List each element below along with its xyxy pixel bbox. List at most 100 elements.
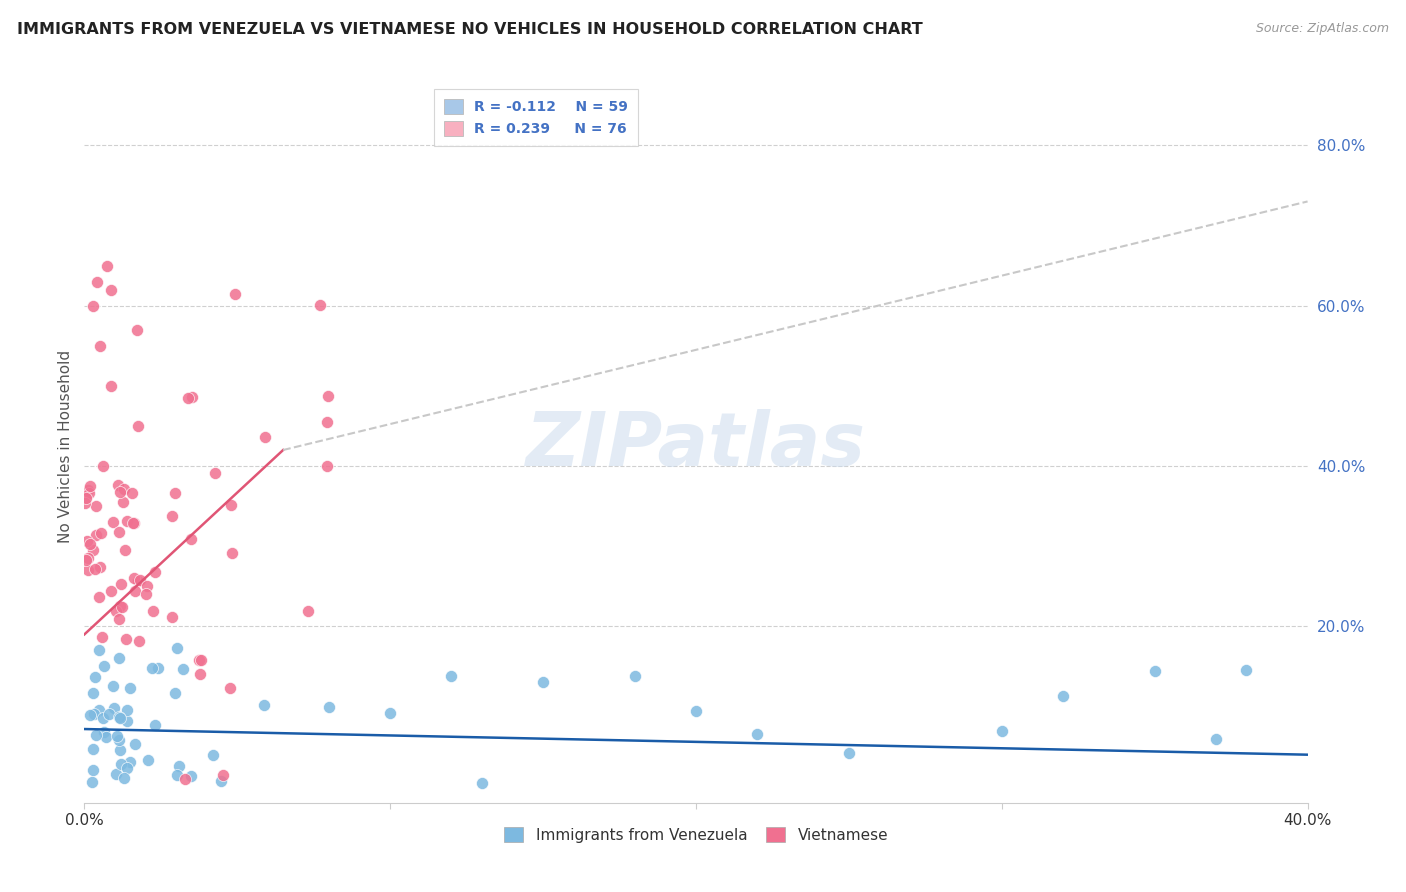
Point: [79, 486, 101, 500]
Point: [218, 681, 240, 696]
Point: [118, 756, 141, 770]
Point: [143, 565, 166, 579]
Point: [115, 714, 138, 728]
Point: [181, 390, 204, 404]
Point: [160, 508, 183, 523]
Point: [172, 662, 194, 676]
Point: [143, 718, 166, 732]
Point: [110, 577, 132, 591]
Text: Source: ZipAtlas.com: Source: ZipAtlas.com: [1256, 22, 1389, 36]
Point: [1205, 732, 1227, 747]
Point: [122, 571, 145, 585]
Point: [79, 708, 101, 723]
Point: [82, 742, 104, 756]
Point: [93, 725, 115, 739]
Point: [77, 551, 100, 566]
Point: [80, 775, 103, 789]
Point: [107, 612, 129, 626]
Point: [165, 485, 187, 500]
Point: [141, 661, 163, 675]
Point: [160, 609, 183, 624]
Point: [107, 478, 129, 492]
Point: [1052, 690, 1074, 704]
Point: [103, 701, 125, 715]
Point: [105, 729, 128, 743]
Point: [187, 653, 209, 667]
Text: ZIPatlas: ZIPatlas: [526, 409, 866, 483]
Point: [316, 389, 339, 403]
Point: [108, 651, 131, 665]
Y-axis label: No Vehicles in Household: No Vehicles in Household: [58, 350, 73, 542]
Point: [79, 537, 101, 551]
Point: [201, 747, 224, 762]
Point: [108, 524, 131, 539]
Point: [127, 419, 149, 434]
Point: [93, 659, 115, 673]
Point: [91, 458, 114, 473]
Point: [219, 498, 242, 512]
Point: [1236, 664, 1258, 678]
Point: [318, 699, 340, 714]
Point: [76, 563, 98, 577]
Point: [111, 495, 134, 509]
Point: [297, 604, 319, 618]
Point: [1143, 665, 1166, 679]
Point: [190, 653, 212, 667]
Point: [188, 667, 211, 681]
Point: [110, 757, 132, 772]
Point: [166, 768, 188, 782]
Point: [100, 583, 122, 598]
Point: [84, 527, 107, 541]
Point: [122, 516, 145, 530]
Point: [136, 579, 159, 593]
Point: [101, 516, 124, 530]
Legend: Immigrants from Venezuela, Vietnamese: Immigrants from Venezuela, Vietnamese: [498, 821, 894, 848]
Point: [83, 670, 105, 684]
Point: [112, 771, 135, 785]
Point: [114, 543, 136, 558]
Point: [254, 430, 277, 444]
Point: [308, 298, 330, 312]
Point: [124, 584, 146, 599]
Point: [124, 737, 146, 751]
Point: [75, 496, 97, 510]
Point: [86, 275, 108, 289]
Point: [101, 679, 124, 693]
Point: [76, 533, 98, 548]
Point: [129, 574, 152, 588]
Point: [316, 415, 339, 429]
Point: [221, 546, 243, 560]
Point: [83, 562, 105, 576]
Point: [89, 339, 111, 353]
Point: [108, 710, 131, 724]
Point: [108, 733, 131, 747]
Point: [111, 600, 134, 615]
Point: [167, 759, 190, 773]
Point: [89, 703, 111, 717]
Point: [82, 686, 104, 700]
Point: [136, 753, 159, 767]
Point: [96, 259, 118, 273]
Point: [79, 479, 101, 493]
Point: [115, 702, 138, 716]
Point: [75, 553, 97, 567]
Point: [89, 643, 111, 657]
Point: [94, 731, 117, 745]
Point: [209, 773, 232, 788]
Point: [90, 525, 112, 540]
Point: [204, 466, 226, 480]
Point: [112, 482, 135, 496]
Point: [82, 299, 104, 313]
Point: [440, 669, 463, 683]
Point: [115, 761, 138, 775]
Point: [121, 516, 143, 530]
Point: [83, 707, 105, 722]
Point: [838, 746, 860, 760]
Point: [180, 769, 202, 783]
Point: [84, 728, 107, 742]
Point: [531, 675, 554, 690]
Point: [82, 763, 104, 777]
Point: [212, 768, 235, 782]
Point: [118, 681, 141, 696]
Point: [174, 772, 197, 786]
